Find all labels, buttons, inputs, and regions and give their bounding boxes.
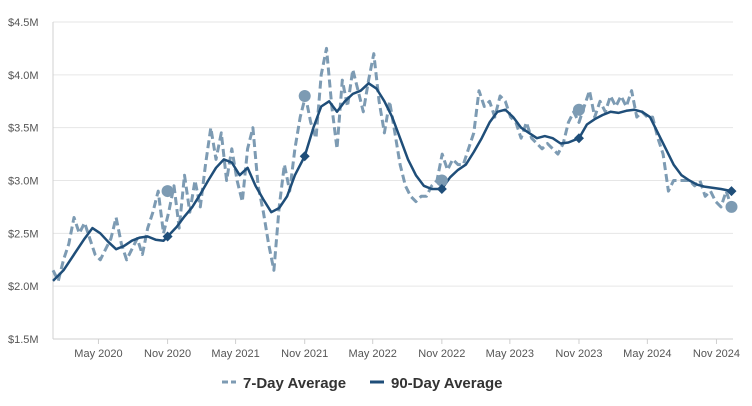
marker-7-day-average: [725, 200, 738, 213]
y-tick-label: $3.5M: [8, 123, 39, 135]
y-tick-label: $2.0M: [8, 281, 39, 293]
marker-90-day-average: [436, 183, 447, 194]
marker-7-day-average: [161, 185, 174, 198]
marker-90-day-average: [726, 186, 737, 197]
y-tick-label: $1.5M: [8, 334, 39, 346]
marker-90-day-average: [162, 231, 173, 242]
series-line-90-day-average: [52, 82, 732, 282]
y-axis: $1.5M $2.0M $2.5M $3.0M $3.5M $4.0M $4.5M: [8, 17, 54, 346]
marker-90-day-average: [573, 133, 584, 144]
y-tick-label: $2.5M: [8, 228, 39, 240]
x-tick-label: Nov 2021: [281, 348, 328, 360]
series-layer: [51, 46, 733, 283]
gridlines: [53, 21, 733, 340]
y-tick-label: $4.0M: [8, 70, 39, 82]
y-tick-label: $3.0M: [8, 176, 39, 188]
x-tick-label: Nov 2020: [144, 348, 191, 360]
marker-7-day-average: [435, 174, 448, 187]
marker-90-day-average: [299, 151, 310, 162]
x-tick-label: May 2021: [211, 348, 259, 360]
legend-label: 7-Day Average: [243, 375, 346, 392]
x-tick-label: Nov 2024: [693, 348, 740, 360]
marker-7-day-average: [298, 89, 311, 102]
series-line-7-day-average: [51, 46, 733, 283]
x-tick-label: May 2022: [349, 348, 397, 360]
x-tick-label: May 2023: [486, 348, 534, 360]
x-tick-label: May 2024: [623, 348, 671, 360]
x-tick-label: Nov 2022: [418, 348, 465, 360]
x-tick-label: May 2020: [74, 348, 122, 360]
legend-label: 90-Day Average: [391, 375, 502, 392]
y-tick-label: $4.5M: [8, 17, 39, 29]
legend: 7-Day Average 90-Day Average: [222, 375, 502, 392]
markers-layer: [161, 89, 738, 242]
marker-7-day-average: [572, 103, 585, 116]
x-axis: May 2020 Nov 2020 May 2021 Nov 2021 May 2022…: [74, 339, 740, 360]
x-tick-label: Nov 2023: [555, 348, 602, 360]
